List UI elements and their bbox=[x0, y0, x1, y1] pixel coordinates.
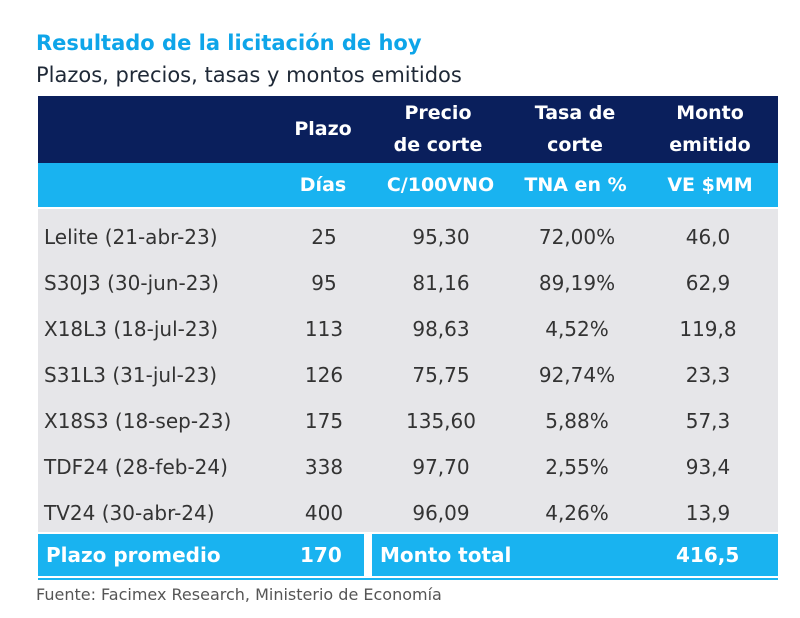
header-unit-plazo: Días bbox=[299, 174, 347, 196]
header-unit-tasa: TNA en % bbox=[524, 174, 627, 196]
header-tasa-line1: Tasa de bbox=[534, 102, 616, 124]
cell-tasa: 5,88% bbox=[545, 409, 609, 433]
cell-plazo: 95 bbox=[311, 271, 337, 295]
cell-precio: 98,63 bbox=[412, 317, 470, 341]
cell-name: S31L3 (31-jul-23) bbox=[44, 363, 218, 387]
summary-plazo-label: Plazo promedio bbox=[46, 543, 221, 567]
cell-precio: 97,70 bbox=[412, 455, 470, 479]
summary-row: Plazo promedio 170 Monto total 416,5 bbox=[38, 534, 778, 576]
cell-plazo: 175 bbox=[304, 409, 344, 433]
table-row: S30J3 (30-jun-23) 95 81,16 89,19% 62,9 bbox=[38, 259, 778, 305]
header-unit-monto: VE $MM bbox=[667, 174, 753, 196]
cell-monto: 119,8 bbox=[679, 317, 737, 341]
summary-plazo-value: 170 bbox=[300, 543, 342, 567]
cell-monto: 93,4 bbox=[685, 455, 731, 479]
page-subtitle: Plazos, precios, tasas y montos emitidos bbox=[36, 63, 462, 87]
cell-name: Lelite (21-abr-23) bbox=[44, 225, 218, 249]
cell-name: X18L3 (18-jul-23) bbox=[44, 317, 219, 341]
cell-name: X18S3 (18-sep-23) bbox=[44, 409, 232, 433]
cell-precio: 75,75 bbox=[412, 363, 470, 387]
bottom-divider bbox=[38, 578, 778, 580]
table-row: Lelite (21-abr-23) 25 95,30 72,00% 46,0 bbox=[38, 213, 778, 259]
cell-name: S30J3 (30-jun-23) bbox=[44, 271, 219, 295]
cell-plazo: 400 bbox=[304, 501, 344, 525]
table-row: S31L3 (31-jul-23) 126 75,75 92,74% 23,3 bbox=[38, 351, 778, 397]
cell-plazo: 113 bbox=[304, 317, 344, 341]
header-plazo: Plazo bbox=[294, 118, 352, 140]
header-monto-line1: Monto bbox=[676, 102, 744, 124]
cell-monto: 62,9 bbox=[685, 271, 731, 295]
cell-tasa: 4,26% bbox=[545, 501, 609, 525]
cell-monto: 57,3 bbox=[685, 409, 731, 433]
header-unit-precio: C/100VNO bbox=[386, 174, 495, 196]
cell-precio: 95,30 bbox=[412, 225, 470, 249]
summary-monto-value: 416,5 bbox=[676, 543, 740, 567]
summary-monto-label: Monto total bbox=[380, 543, 512, 567]
cell-tasa: 4,52% bbox=[545, 317, 609, 341]
cell-monto: 23,3 bbox=[685, 363, 731, 387]
header-precio-line2: de corte bbox=[393, 134, 483, 156]
table-row: X18L3 (18-jul-23) 113 98,63 4,52% 119,8 bbox=[38, 305, 778, 351]
table-body: Lelite (21-abr-23) 25 95,30 72,00% 46,0 … bbox=[38, 209, 778, 532]
summary-plazo-box: Plazo promedio 170 bbox=[38, 534, 364, 576]
summary-monto-box: Monto total 416,5 bbox=[372, 534, 778, 576]
cell-plazo: 126 bbox=[304, 363, 344, 387]
cell-monto: 46,0 bbox=[685, 225, 731, 249]
cell-name: TDF24 (28-feb-24) bbox=[44, 455, 228, 479]
cell-plazo: 338 bbox=[304, 455, 344, 479]
cell-tasa: 72,00% bbox=[538, 225, 616, 249]
table-row: X18S3 (18-sep-23) 175 135,60 5,88% 57,3 bbox=[38, 397, 778, 443]
table-row: TDF24 (28-feb-24) 338 97,70 2,55% 93,4 bbox=[38, 443, 778, 489]
table-header-primary: Plazo Precio de corte Tasa de corte Mont… bbox=[38, 96, 778, 163]
cell-plazo: 25 bbox=[311, 225, 337, 249]
header-precio-line1: Precio bbox=[404, 102, 472, 124]
table-header-units: Días C/100VNO TNA en % VE $MM bbox=[38, 163, 778, 207]
source-note: Fuente: Facimex Research, Ministerio de … bbox=[36, 585, 442, 604]
cell-tasa: 89,19% bbox=[538, 271, 616, 295]
cell-monto: 13,9 bbox=[685, 501, 731, 525]
cell-precio: 96,09 bbox=[412, 501, 470, 525]
cell-tasa: 92,74% bbox=[538, 363, 616, 387]
header-monto-line2: emitido bbox=[669, 134, 751, 156]
cell-tasa: 2,55% bbox=[545, 455, 609, 479]
page-title: Resultado de la licitación de hoy bbox=[36, 31, 422, 55]
cell-name: TV24 (30-abr-24) bbox=[44, 501, 215, 525]
cell-precio: 81,16 bbox=[412, 271, 470, 295]
cell-precio: 135,60 bbox=[406, 409, 476, 433]
header-tasa-line2: corte bbox=[547, 134, 603, 156]
table-row: TV24 (30-abr-24) 400 96,09 4,26% 13,9 bbox=[38, 489, 778, 535]
results-table: Plazo Precio de corte Tasa de corte Mont… bbox=[38, 96, 778, 532]
